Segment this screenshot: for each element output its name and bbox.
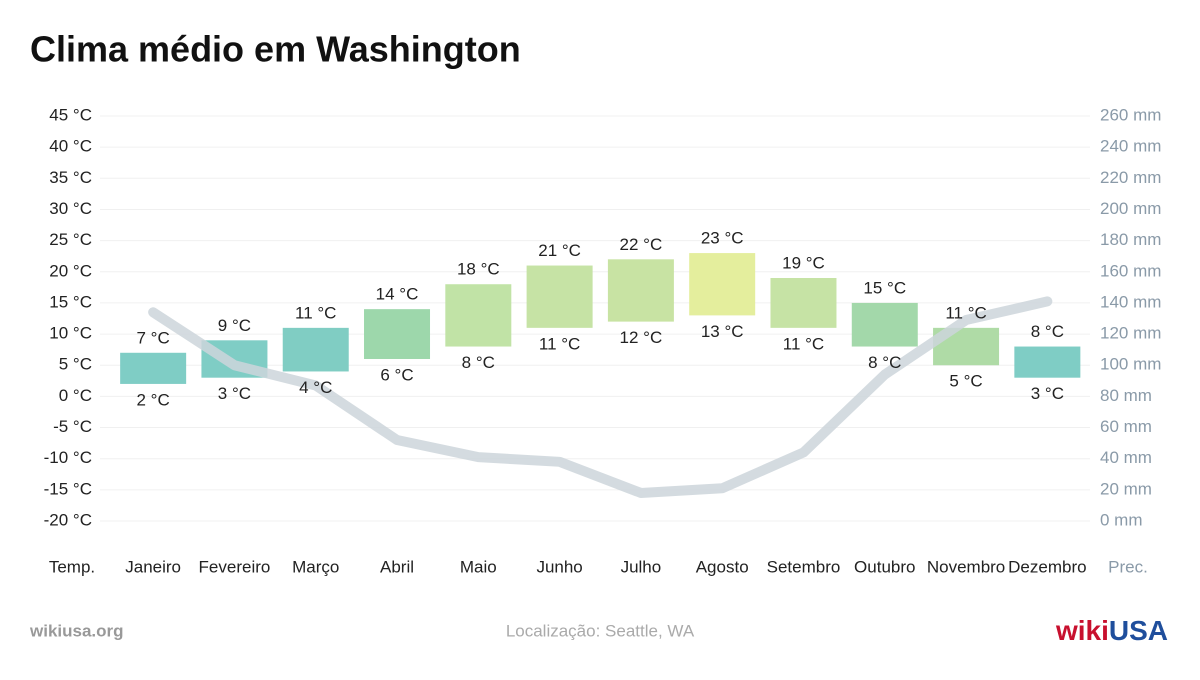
y2-tick-label: 80 mm — [1100, 386, 1152, 405]
low-label: 8 °C — [462, 353, 495, 372]
x-tick-label: Janeiro — [125, 557, 181, 576]
temp-bar — [526, 265, 593, 328]
x-tick-label: Setembro — [767, 557, 841, 576]
high-label: 22 °C — [620, 235, 663, 254]
y-tick-label: 40 °C — [49, 137, 92, 156]
labels: 45 °C 40 °C 35 °C 30 °C 25 °C 20 °C 15 °C 10 °C… — [44, 105, 1162, 576]
low-label: 3 °C — [1031, 384, 1064, 403]
low-label: 3 °C — [218, 384, 251, 403]
x-tick-label: Julho — [621, 557, 662, 576]
low-label: 11 °C — [783, 334, 824, 353]
y-tick-label: -5 °C — [53, 417, 92, 436]
y-tick-label: 5 °C — [59, 355, 92, 374]
low-label: 2 °C — [137, 390, 170, 409]
low-label: 6 °C — [380, 365, 413, 384]
y-tick-label: 30 °C — [49, 199, 92, 218]
y-tick-label: 35 °C — [49, 168, 92, 187]
logo: wikiUSA — [1055, 615, 1168, 646]
x-tick-label: Abril — [380, 557, 414, 576]
logo-usa: USA — [1109, 615, 1168, 646]
high-label: 8 °C — [1031, 322, 1064, 341]
low-label: 12 °C — [620, 328, 663, 347]
y2-tick-label: 160 mm — [1100, 261, 1161, 280]
y2-tick-label: 0 mm — [1100, 510, 1143, 529]
y-tick-label: 0 °C — [59, 386, 92, 405]
logo-wiki: wiki — [1055, 615, 1109, 646]
high-label: 21 °C — [538, 241, 581, 260]
temp-bar — [364, 309, 431, 359]
y2-tick-label: 140 mm — [1100, 292, 1161, 311]
low-label: 13 °C — [701, 322, 744, 341]
site-name: wikiusa.org — [29, 621, 124, 640]
x-tick-label: Outubro — [854, 557, 915, 576]
high-label: 7 °C — [137, 328, 170, 347]
temp-bar — [770, 278, 837, 328]
low-label: 5 °C — [949, 372, 982, 391]
temp-bar — [851, 302, 918, 347]
high-label: 19 °C — [782, 253, 825, 272]
temp-bar — [445, 284, 512, 347]
high-label: 15 °C — [863, 278, 906, 297]
y-tick-label: 25 °C — [49, 230, 92, 249]
high-label: 11 °C — [295, 303, 336, 322]
precipitation-line — [148, 296, 1053, 498]
y2-tick-label: 200 mm — [1100, 199, 1161, 218]
y2-tick-label: 40 mm — [1100, 448, 1152, 467]
y-tick-label: -10 °C — [44, 448, 92, 467]
y2-tick-label: 20 mm — [1100, 479, 1152, 498]
x-tick-label: Fevereiro — [199, 557, 271, 576]
y-tick-label: -15 °C — [44, 479, 92, 498]
temp-bar — [1014, 346, 1081, 378]
low-label: 8 °C — [868, 353, 901, 372]
y2-tick-label: 120 mm — [1100, 324, 1161, 343]
chart-title: Clima médio em Washington — [30, 29, 521, 70]
y-tick-label: 15 °C — [49, 292, 92, 311]
high-label: 18 °C — [457, 260, 500, 279]
y-tick-label: 10 °C — [49, 324, 92, 343]
x-tick-label: Maio — [460, 557, 497, 576]
low-label: 4 °C — [299, 378, 332, 397]
temp-bar — [689, 253, 756, 316]
y2-tick-label: 240 mm — [1100, 137, 1161, 156]
x-tick-label: Novembro — [927, 557, 1005, 576]
temp-bar — [120, 352, 187, 384]
y2-tick-label: 180 mm — [1100, 230, 1161, 249]
high-label: 9 °C — [218, 316, 251, 335]
high-label: 11 °C — [945, 303, 986, 322]
temp-bar — [282, 327, 349, 372]
y2-tick-label: 60 mm — [1100, 417, 1152, 436]
x-tick-label: Março — [292, 557, 339, 576]
y2-tick-label: 260 mm — [1100, 105, 1161, 124]
x-tick-label: Junho — [536, 557, 582, 576]
y-tick-label: 45 °C — [49, 105, 92, 124]
y-axis-label: Temp. — [49, 557, 95, 576]
x-tick-label: Agosto — [696, 557, 749, 576]
lines — [148, 296, 1053, 498]
y2-tick-label: 220 mm — [1100, 168, 1161, 187]
location: Localização: Seattle, WA — [506, 621, 695, 640]
high-label: 14 °C — [376, 285, 419, 304]
y-tick-label: 20 °C — [49, 261, 92, 280]
y2-axis-label: Prec. — [1108, 557, 1148, 576]
y2-tick-label: 100 mm — [1100, 355, 1161, 374]
y-tick-label: -20 °C — [44, 510, 92, 529]
x-tick-label: Dezembro — [1008, 557, 1086, 576]
low-label: 11 °C — [539, 334, 580, 353]
temp-bar — [607, 259, 674, 322]
high-label: 23 °C — [701, 229, 744, 248]
